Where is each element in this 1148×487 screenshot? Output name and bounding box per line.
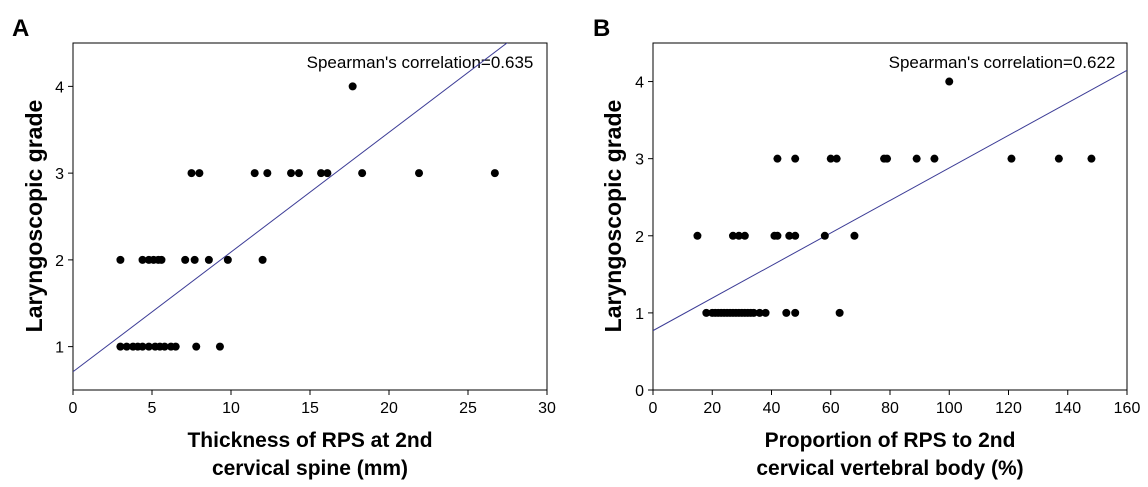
data-point — [850, 231, 859, 240]
x-tick-label: 40 — [763, 400, 781, 417]
panel-label-a: A — [12, 15, 29, 42]
data-point — [693, 231, 702, 240]
x-tick-label: 10 — [222, 400, 240, 417]
data-point — [773, 231, 782, 240]
x-tick-label: 20 — [703, 400, 721, 417]
data-point — [773, 154, 782, 163]
data-point — [122, 342, 131, 351]
data-point — [702, 308, 711, 317]
x-tick-label: 120 — [995, 400, 1022, 417]
correlation-annotation-a: Spearman's correlation=0.635 — [307, 53, 534, 72]
data-point — [782, 308, 791, 317]
x-axis-label-a-line1: Thickness of RPS at 2nd — [187, 429, 432, 452]
y-tick-label: 3 — [635, 152, 644, 169]
data-point — [144, 342, 153, 351]
plot-frame-a — [72, 42, 548, 391]
y-axis-label-b: Laryngoscopic grade — [600, 100, 626, 333]
data-point — [187, 169, 196, 178]
data-point — [323, 169, 332, 178]
data-point — [1007, 154, 1016, 163]
data-point — [791, 308, 800, 317]
data-point — [116, 342, 125, 351]
data-point — [1087, 154, 1096, 163]
data-point — [945, 77, 954, 86]
data-point — [820, 231, 829, 240]
y-tick-label: 1 — [55, 340, 64, 357]
x-axis-label-b-line1: Proportion of RPS to 2nd — [765, 429, 1016, 452]
y-tick-label: 2 — [635, 229, 644, 246]
regression-line-b — [653, 69, 1127, 332]
data-point — [287, 169, 296, 178]
y-tick-label: 0 — [635, 383, 644, 400]
data-point — [157, 255, 166, 264]
y-tick-label: 3 — [55, 166, 64, 183]
correlation-annotation-b: Spearman's correlation=0.622 — [889, 53, 1116, 72]
data-point — [215, 342, 224, 351]
data-point — [761, 308, 770, 317]
data-point — [912, 154, 921, 163]
data-point — [1054, 154, 1063, 163]
panel-b: B Laryngoscopic grade Proportion of RPS … — [593, 15, 1140, 480]
data-point — [490, 169, 499, 178]
data-point — [785, 231, 794, 240]
data-point — [415, 169, 424, 178]
x-tick-label: 0 — [649, 400, 658, 417]
plot-frame-b — [652, 42, 1128, 391]
x-tick-label: 30 — [538, 400, 556, 417]
y-axis-label-a: Laryngoscopic grade — [21, 100, 47, 333]
data-point — [883, 154, 892, 163]
data-point — [317, 169, 326, 178]
data-point — [791, 154, 800, 163]
data-point — [258, 255, 267, 264]
x-tick-label: 140 — [1054, 400, 1081, 417]
data-point — [740, 231, 749, 240]
data-point — [223, 255, 232, 264]
data-point — [250, 169, 259, 178]
data-point — [294, 169, 303, 178]
data-point — [263, 169, 272, 178]
data-point — [138, 342, 147, 351]
x-tick-label: 0 — [69, 400, 78, 417]
x-tick-label: 60 — [822, 400, 840, 417]
data-point — [116, 255, 125, 264]
data-point — [749, 308, 758, 317]
x-tick-label: 5 — [148, 400, 157, 417]
data-point — [190, 255, 199, 264]
x-tick-label: 15 — [301, 400, 319, 417]
data-point — [138, 255, 147, 264]
data-point — [348, 82, 357, 91]
data-point — [728, 231, 737, 240]
regression-line-a — [73, 43, 508, 373]
data-point — [755, 308, 764, 317]
x-tick-label: 80 — [881, 400, 899, 417]
data-point — [181, 255, 190, 264]
data-point — [791, 231, 800, 240]
x-tick-label: 100 — [936, 400, 963, 417]
data-point — [192, 342, 201, 351]
y-tick-label: 4 — [55, 79, 64, 96]
data-point — [195, 169, 204, 178]
data-point — [832, 154, 841, 163]
x-tick-label: 25 — [459, 400, 477, 417]
x-tick-label: 20 — [380, 400, 398, 417]
data-point — [160, 342, 169, 351]
x-tick-label: 160 — [1114, 400, 1141, 417]
data-point — [171, 342, 180, 351]
y-tick-label: 4 — [635, 75, 644, 92]
data-point — [358, 169, 367, 178]
panel-a: A Laryngoscopic grade Thickness of RPS a… — [12, 15, 556, 480]
data-point — [826, 154, 835, 163]
data-point — [734, 231, 743, 240]
x-axis-label-b-line2: cervical vertebral body (%) — [756, 457, 1023, 480]
panel-label-b: B — [593, 15, 610, 42]
y-tick-label: 1 — [635, 306, 644, 323]
y-tick-label: 2 — [55, 253, 64, 270]
x-axis-label-a-line2: cervical spine (mm) — [212, 457, 408, 480]
data-point — [930, 154, 939, 163]
data-point — [204, 255, 213, 264]
data-point — [835, 308, 844, 317]
